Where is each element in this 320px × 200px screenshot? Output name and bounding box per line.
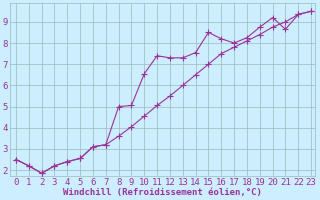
X-axis label: Windchill (Refroidissement éolien,°C): Windchill (Refroidissement éolien,°C) xyxy=(63,188,262,197)
